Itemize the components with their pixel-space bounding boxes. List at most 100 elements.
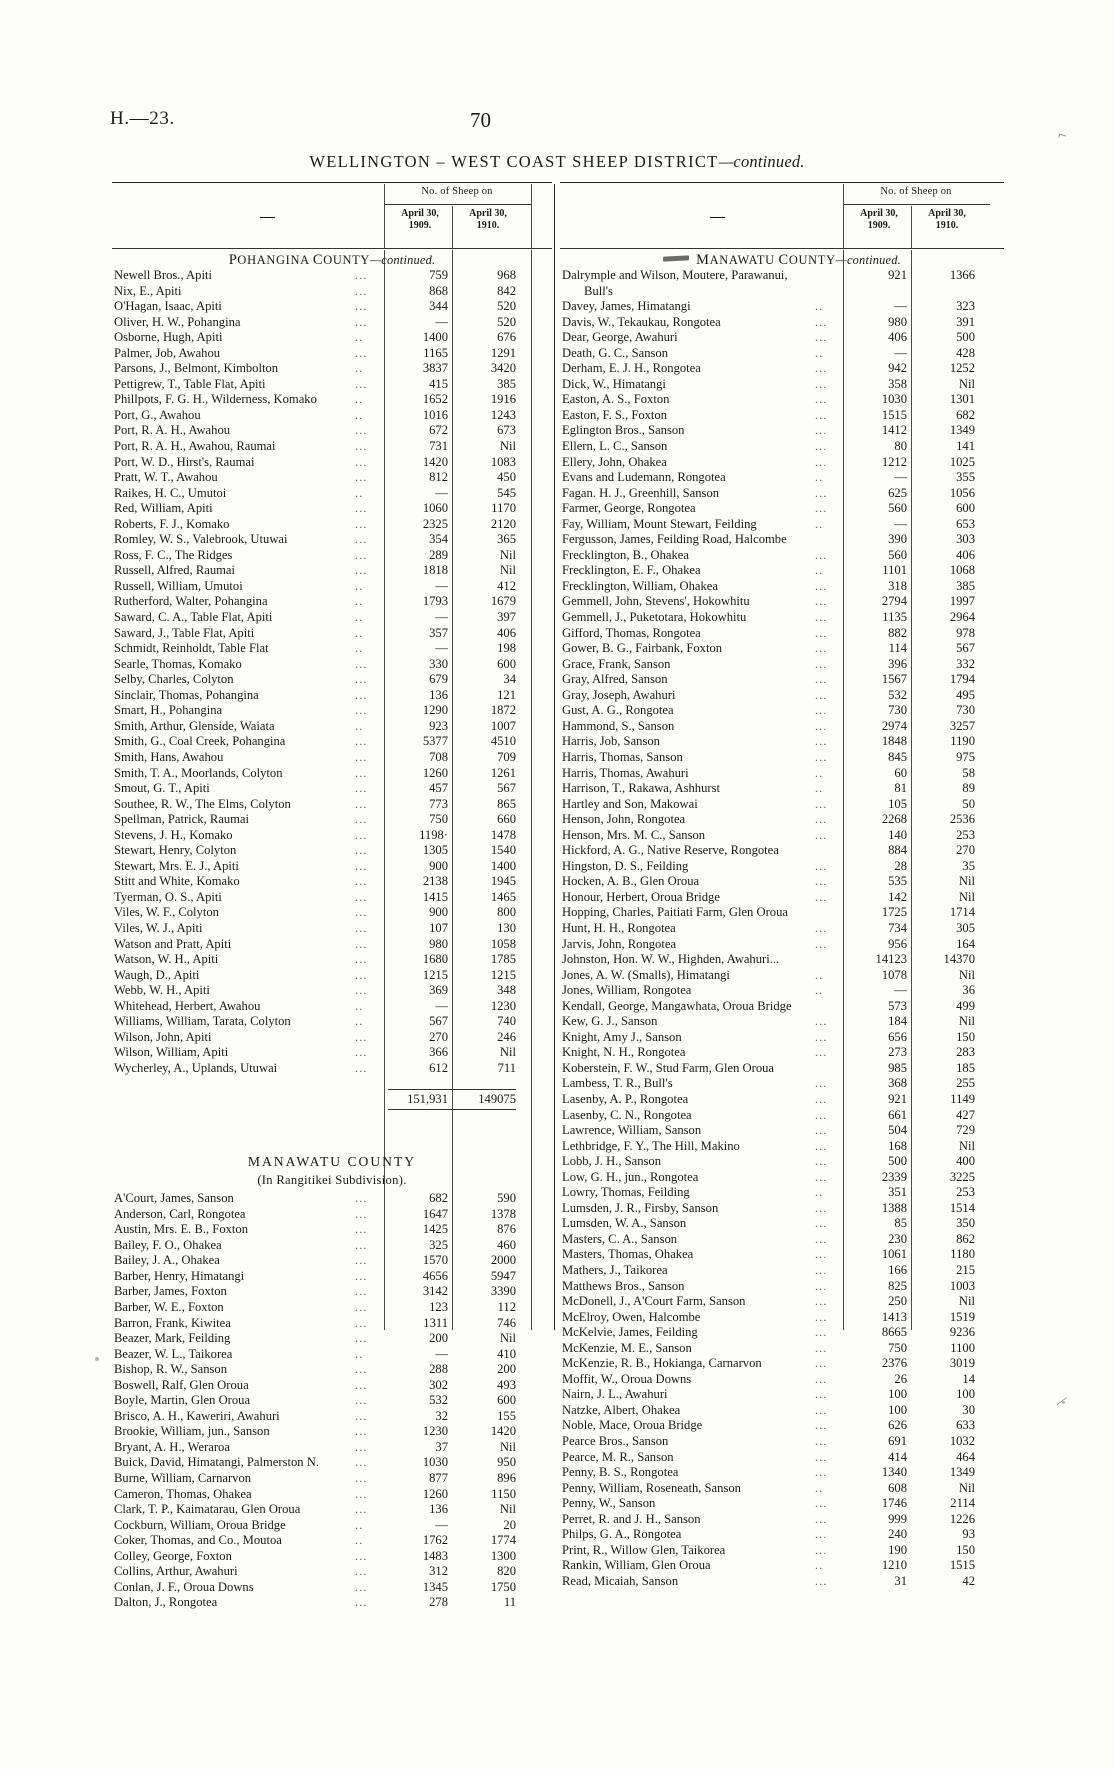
table-row: Barber, W. E., Foxton... 123 112 (112, 1300, 552, 1316)
col-sep-right-0 (554, 184, 555, 1330)
sheep-count-1909: 240 (888, 1527, 907, 1542)
leader-dots: ... (815, 641, 828, 656)
table-row: McElroy, Owen, Halcombe... 1413 1519 (560, 1310, 1004, 1326)
sheep-count-1910: Nil (958, 376, 975, 391)
col-sep-left-3-body (531, 250, 532, 1330)
table-row: Penny, W., Sanson... 1746 2114 (560, 1496, 1004, 1512)
sheep-count-1910: 842 (497, 283, 516, 298)
leader-dots: .. (355, 392, 364, 407)
table-row: Cockburn, William, Oroua Bridge.. — 20 (112, 1518, 552, 1534)
sheep-count-1910: 1243 (490, 407, 516, 422)
sheep-count-1910: 600 (956, 501, 975, 516)
leader-dots: .. (815, 470, 824, 485)
holder-name: Ellern, L. C., Sanson (562, 439, 668, 454)
table-row: Sinclair, Thomas, Pohangina... 136 121 (112, 688, 552, 704)
holder-name: Red, William, Apiti (114, 501, 213, 516)
sheep-count-1910: 89 (962, 781, 975, 796)
leader-dots: ... (815, 1123, 828, 1138)
leader-dots: ... (355, 983, 368, 998)
holder-name: O'Hagan, Isaac, Apiti (114, 299, 222, 314)
running-head: H.—23. 70 (110, 108, 1004, 134)
holder-name: Philps, G. A., Rongotea (562, 1527, 682, 1542)
sheep-count-1910: 545 (497, 485, 516, 500)
leader-dots: ... (815, 1325, 828, 1340)
table-row: Nairn, J. L., Awahuri... 100 100 (560, 1387, 1004, 1403)
sheep-count-1909: — (435, 1346, 448, 1361)
table-row: Frecklington, B., Ohakea... 560 406 (560, 548, 1004, 564)
sheep-count-1910: 862 (956, 1231, 975, 1246)
sheep-count-1909: 1848 (881, 734, 907, 749)
leader-dots: ... (355, 345, 368, 360)
sheep-count-1909: 357 (429, 625, 448, 640)
sheep-count-1910: 1714 (949, 905, 975, 920)
sheep-count-1910: Nil (499, 563, 516, 578)
holder-name: Hartley and Son, Makowai (562, 796, 698, 811)
column-header-1910: April 30, 1910. (469, 208, 507, 231)
leader-dots: .. (815, 765, 824, 780)
totals-rule-bottom (388, 1108, 516, 1110)
holder-name: Smout, G. T., Apiti (114, 781, 210, 796)
sheep-count-1910: 3257 (949, 718, 975, 733)
sheep-count-1910: 460 (497, 1237, 516, 1252)
sheep-count-1909: 868 (429, 283, 448, 298)
holder-name: Koberstein, F. W., Stud Farm, Glen Oroua (562, 1060, 775, 1075)
leader-dots: ... (815, 1340, 828, 1355)
holder-name: Farmer, George, Rongotea (562, 501, 696, 516)
sheep-count-1909: 1400 (422, 330, 448, 345)
sheep-count-1909: 1078 (881, 967, 907, 982)
sheep-count-1910: 682 (956, 407, 975, 422)
table-row: Bull's (560, 284, 1004, 300)
leader-dots: ... (815, 672, 828, 687)
sheep-count-1909: 759 (429, 268, 448, 282)
holder-name: Knight, N. H., Rongotea (562, 1045, 686, 1060)
sheep-count-1909: 608 (888, 1480, 907, 1495)
sheep-count-1909: 1101 (882, 563, 907, 578)
sheep-count-1909: 1818 (422, 563, 448, 578)
sheep-count-1910: 493 (497, 1377, 516, 1392)
sheep-count-1910: 34 (503, 672, 516, 687)
sheep-count-1909: 1230 (422, 1424, 448, 1439)
holder-name: Davis, W., Tekaukau, Rongotea (562, 314, 721, 329)
sheep-count-1909: 5377 (422, 734, 448, 749)
holder-name: Bailey, F. O., Ohakea (114, 1237, 222, 1252)
table-row: Eglington Bros., Sanson... 1412 1349 (560, 423, 1004, 439)
sheep-count-1909: 1030 (881, 392, 907, 407)
leader-dots: ... (355, 1331, 368, 1346)
totals-rule-top (388, 1088, 516, 1090)
leader-dots: ... (815, 889, 828, 904)
sheep-count-1909: 825 (888, 1278, 907, 1293)
sheep-count-1910: 1945 (490, 874, 516, 889)
leader-dots: ... (815, 392, 828, 407)
sheep-count-1910: 1774 (490, 1533, 516, 1548)
holder-name: Penny, William, Roseneath, Sanson (562, 1480, 741, 1495)
table-row: Evans and Ludemann, Rongotea.. — 355 (560, 470, 1004, 486)
table-row: Russell, Alfred, Raumai... 1818 Nil (112, 563, 552, 579)
sheep-count-1910: 1149 (950, 1091, 975, 1106)
holder-name: Lasenby, A. P., Rongotea (562, 1091, 689, 1106)
sheep-count-1910: 150 (956, 1029, 975, 1044)
sheep-count-1909: 457 (429, 781, 448, 796)
col-sep-right-1-body (843, 250, 844, 1330)
holder-name: Cockburn, William, Oroua Bridge (114, 1517, 286, 1532)
sheep-count-1909: 8665 (881, 1325, 907, 1340)
holder-name: Russell, William, Umutoi (114, 578, 243, 593)
sheep-count-1909: 1061 (881, 1247, 907, 1262)
sheep-count-1910: 3019 (949, 1356, 975, 1371)
sheep-count-1909: 37 (435, 1439, 448, 1454)
holder-name: Gower, B. G., Fairbank, Foxton (562, 641, 723, 656)
sheep-count-1909: 289 (429, 547, 448, 562)
table-row: Lasenby, A. P., Rongotea... 921 1149 (560, 1092, 1004, 1108)
sheep-count-1910: 567 (497, 781, 516, 796)
table-row: Osborne, Hugh, Apiti.. 1400 676 (112, 330, 552, 346)
leader-dots: ... (355, 532, 368, 547)
table-row: Colley, George, Foxton... 1483 1300 (112, 1549, 552, 1565)
table-row: Gifford, Thomas, Rongotea... 882 978 (560, 626, 1004, 642)
holder-name: Moffit, W., Oroua Downs (562, 1371, 692, 1386)
holder-name: Stitt and White, Komako (114, 874, 240, 889)
table-row: Saward, C. A., Table Flat, Apiti.. — 397 (112, 610, 552, 626)
holder-name: Masters, Thomas, Ohakea (562, 1247, 694, 1262)
sheep-count-1910: 9236 (949, 1325, 975, 1340)
leader-dots: ... (355, 516, 368, 531)
col-sep-left-1 (384, 184, 385, 248)
sheep-count-1909: 105 (888, 796, 907, 811)
